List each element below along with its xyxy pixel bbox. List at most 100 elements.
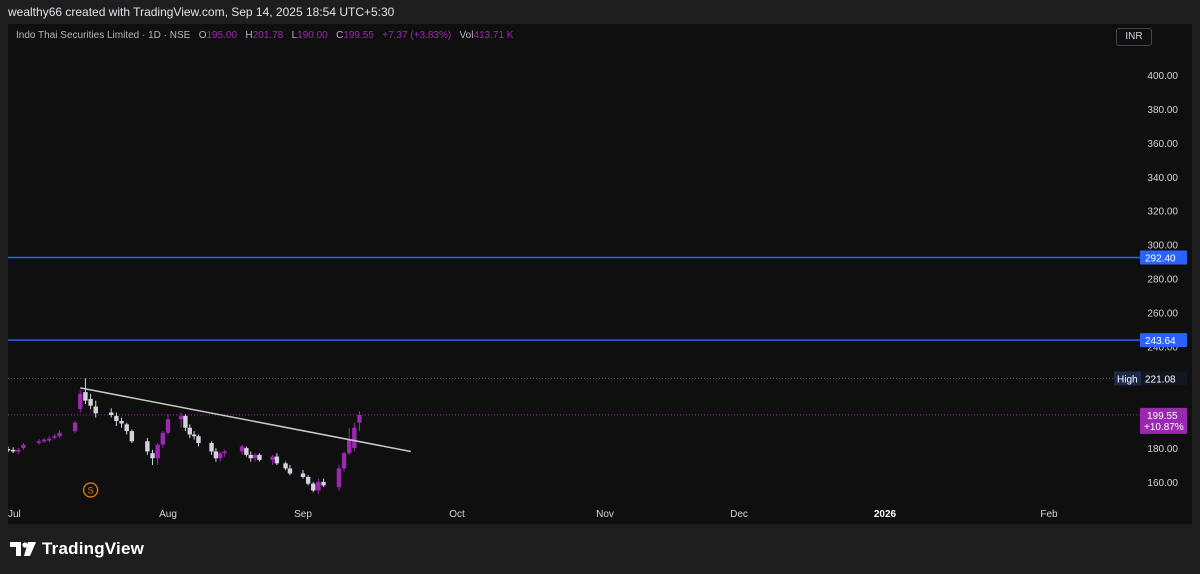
candle <box>196 434 201 447</box>
candle-body <box>150 453 155 459</box>
candle-body <box>47 438 52 441</box>
split-event-icon[interactable]: S <box>82 482 99 498</box>
candle <box>114 412 119 427</box>
candle-body <box>196 436 201 443</box>
candle-body <box>160 432 166 445</box>
high-value: 201.78 <box>252 30 284 41</box>
trendline[interactable] <box>80 387 411 453</box>
candle <box>83 378 88 404</box>
price-tick-label: 300.00 <box>1147 241 1178 252</box>
candle-body <box>274 456 280 464</box>
trendline-layer: S <box>80 387 411 498</box>
price-tick-label: 380.00 <box>1147 105 1178 116</box>
candle-body <box>239 446 245 452</box>
high-label: H <box>245 30 253 41</box>
candle <box>57 430 62 438</box>
currency-button[interactable]: INR <box>1116 28 1152 46</box>
time-tick-label: Oct <box>449 509 465 520</box>
candle <box>300 470 306 479</box>
axis-layer: 400.00 380.00 360.00 340.00 320.00 300.00 280.… <box>8 71 1178 520</box>
resistance-2-price-label: 243.64 <box>1140 333 1187 348</box>
candle <box>287 465 293 476</box>
candle <box>321 478 326 488</box>
candle-body <box>57 432 62 437</box>
last-price-value: 199.55 <box>1147 411 1178 422</box>
split-event-label: S <box>88 486 94 496</box>
last-price-label: 199.55+10.87% <box>1140 407 1187 434</box>
volume-label: Vol <box>459 30 474 41</box>
time-tick-label: Jul <box>8 509 21 520</box>
candle <box>209 441 214 455</box>
candle <box>109 408 114 418</box>
candle <box>155 442 160 466</box>
candle <box>47 436 52 443</box>
high-badge-value: 221.08 <box>1145 374 1176 385</box>
candle <box>274 453 280 466</box>
candle <box>244 446 249 457</box>
candle <box>129 429 135 443</box>
candle <box>36 438 42 445</box>
candle-body <box>10 449 16 452</box>
candle <box>336 465 342 491</box>
candle <box>93 400 98 418</box>
time-tick-label: 2026 <box>874 509 897 520</box>
price-tick-label: 320.00 <box>1147 207 1178 218</box>
footer: TradingView <box>0 524 1200 574</box>
candle-body <box>109 412 114 416</box>
candle <box>150 449 155 466</box>
attribution-text: wealthy66 created with TradingView.com, … <box>8 5 395 19</box>
candle <box>248 451 253 462</box>
candle-body <box>191 434 197 437</box>
tradingview-logo[interactable]: TradingView <box>10 539 144 559</box>
candle <box>252 453 258 462</box>
candle <box>213 448 219 462</box>
candle <box>145 437 150 455</box>
chart-pane[interactable]: S 400.00 380.00 360.00 340.00 320.00 300.00 28… <box>8 24 1192 524</box>
price-tick-label: 400.00 <box>1147 71 1178 82</box>
candle <box>191 431 197 440</box>
candle <box>305 475 311 486</box>
symbol-name: Indo Thai Securities Limited · 1D · NSE <box>16 30 191 41</box>
candle <box>341 451 347 472</box>
tradingview-wordmark: TradingView <box>42 539 145 558</box>
candle <box>347 427 352 455</box>
volume-value: 413.71 K <box>473 30 514 41</box>
price-tick-label: 180.00 <box>1147 444 1178 455</box>
candle <box>311 482 316 493</box>
candle-body <box>218 453 223 459</box>
candle-body <box>341 453 347 469</box>
candle <box>357 411 362 432</box>
candle-body <box>16 449 21 452</box>
candle-body <box>78 393 83 410</box>
candle-body <box>124 424 129 432</box>
candle <box>78 390 83 413</box>
candle-body <box>52 436 57 438</box>
time-tick-label: Nov <box>596 509 614 520</box>
candle-body <box>357 414 362 423</box>
candle <box>52 433 57 440</box>
candle-body <box>129 431 135 442</box>
candle <box>218 451 223 462</box>
candlestick-chart[interactable]: S 400.00 380.00 360.00 340.00 320.00 300.00 28… <box>8 24 1192 524</box>
candle-body <box>119 420 124 424</box>
candle-body <box>270 456 275 460</box>
candle <box>283 461 288 471</box>
high-badge-label: High <box>1117 374 1138 385</box>
candle-body <box>83 392 88 401</box>
tradingview-logo-icon <box>10 542 36 556</box>
candle-body <box>257 454 262 460</box>
candle-body <box>41 439 47 442</box>
levels-layer <box>8 256 1140 416</box>
candle-body <box>21 444 26 449</box>
candle <box>178 412 184 428</box>
price-tick-label: 360.00 <box>1147 139 1178 150</box>
time-tick-label: Aug <box>159 509 177 520</box>
candle-body <box>311 483 316 491</box>
candle <box>239 444 245 455</box>
candle <box>187 424 192 438</box>
candle <box>10 447 16 454</box>
time-tick-label: Dec <box>730 509 748 520</box>
candle <box>352 422 357 452</box>
symbol-legend: Indo Thai Securities Limited · 1D · NSE … <box>16 30 513 41</box>
